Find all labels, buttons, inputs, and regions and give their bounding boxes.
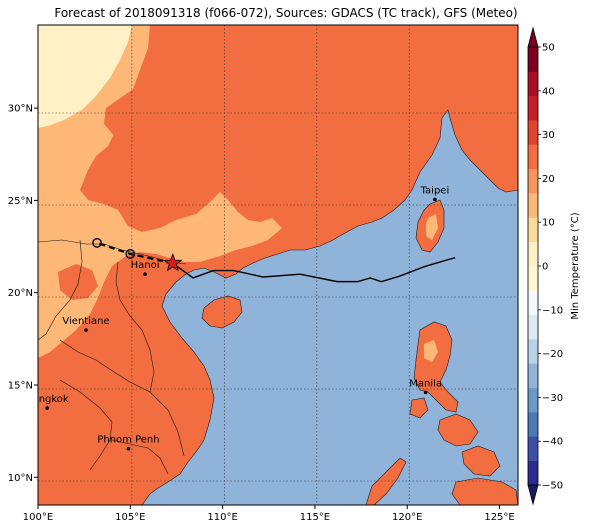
- lat-tick-label: 25°N: [8, 196, 33, 207]
- colorbar-tick-label: 0: [542, 262, 548, 273]
- figure-title: Forecast of 2018091318 (f066-072), Sourc…: [54, 6, 518, 20]
- lon-tick-label: 105°E: [115, 512, 145, 523]
- palawan-island: [365, 457, 407, 505]
- hainan-island: [201, 295, 243, 329]
- colorbar-segment: [528, 71, 538, 97]
- lon-tick-label: 100°E: [23, 512, 53, 523]
- visayas-islands: [437, 413, 479, 447]
- tc-past-track: [172, 256, 456, 283]
- colorbar-tick-label: 20: [542, 174, 555, 185]
- colorbar-tick-label: −50: [542, 481, 563, 492]
- warm-patch: [100, 288, 134, 318]
- lat-tick-labels: 10°N 15°N 20°N 25°N 30°N: [8, 104, 38, 484]
- colorbar-min-extend: [527, 484, 539, 506]
- city-label: Vientiane: [62, 316, 109, 327]
- map-area: Taipei Hanoi Vientiane Manila Bangkok Phnom P…: [26, 25, 518, 505]
- lat-tick-label: 20°N: [8, 288, 33, 299]
- city-label: Taipei: [420, 185, 450, 196]
- colorbar-segment: [528, 95, 538, 121]
- lon-tick-label: 110°E: [207, 512, 237, 523]
- colorbar-tick-label: 50: [542, 43, 555, 54]
- tc-forecast-track: [96, 241, 174, 265]
- colorbar-tick-label: −40: [542, 437, 563, 448]
- city-dot: [143, 272, 147, 277]
- visayas-islands-2: [461, 445, 501, 477]
- colorbar-segment: [528, 47, 538, 72]
- colorbar: [527, 26, 539, 506]
- city-label: Phnom Penh: [97, 435, 159, 446]
- city-dot: [423, 390, 428, 395]
- city-markers: Taipei Hanoi Vientiane Manila Bangkok Phnom P…: [26, 185, 450, 451]
- mild-temperature-zone: [38, 25, 282, 358]
- city-label: Bangkok: [26, 394, 69, 405]
- gridlines: [38, 25, 518, 505]
- colorbar-segment: [528, 241, 538, 267]
- colorbar-tick-label: 10: [542, 218, 555, 229]
- forecast-point-marker: [92, 237, 102, 248]
- colorbar-segment: [528, 290, 538, 316]
- colorbar-segment: [528, 120, 538, 145]
- lon-tick-label: 115°E: [300, 512, 330, 523]
- colorbar-tick-label: −20: [542, 349, 563, 360]
- city-dot: [126, 446, 131, 451]
- lon-tick-label: 120°E: [392, 512, 422, 523]
- city-dot: [433, 197, 437, 202]
- colorbar-segment: [528, 363, 538, 389]
- colorbar-tick-labels: 50 40 30 20 10 0 −10 −20 −30 −40 −50: [538, 43, 563, 492]
- colorbar-segment: [528, 436, 538, 462]
- colorbar-segment: [528, 314, 538, 340]
- lat-tick-label: 30°N: [8, 104, 33, 115]
- colorbar-segment: [528, 217, 538, 243]
- storm-position-star-icon: [163, 253, 183, 272]
- taiwan-mild: [426, 214, 438, 240]
- colorbar-segment: [528, 193, 538, 218]
- colorbar-tick-label: 40: [542, 86, 555, 97]
- colorbar-tick-label: −10: [542, 305, 563, 316]
- colorbar-tick-label: −30: [542, 393, 563, 404]
- colorbar-tick-label: 30: [542, 130, 555, 141]
- city-dot: [84, 328, 88, 332]
- colorbar-segment: [528, 387, 538, 413]
- map-frame: [37, 24, 519, 506]
- forecast-points: [92, 237, 136, 259]
- colorbar-segment: [528, 168, 538, 194]
- colorbar-segment: [528, 460, 538, 486]
- forecast-point-marker: [125, 249, 136, 259]
- colorbar-segment: [528, 339, 538, 364]
- colorbar-segment: [528, 144, 538, 170]
- lat-tick-label: 10°N: [8, 473, 33, 484]
- colorbar-segment: [528, 412, 538, 437]
- lon-tick-labels: 100°E 105°E 110°E 115°E 120°E 125°E: [23, 505, 515, 523]
- mindanao-island: [451, 477, 518, 505]
- luzon-mild: [424, 340, 438, 362]
- mindoro-island: [409, 397, 429, 419]
- colorbar-label: Min Temperature (°C): [570, 212, 581, 319]
- city-label: Manila: [409, 378, 442, 389]
- city-dot: [45, 406, 50, 410]
- cool-temperature-zone: [38, 25, 132, 128]
- warm-patch: [58, 264, 98, 300]
- city-label: Hanoi: [131, 260, 160, 271]
- lat-tick-label: 15°N: [8, 381, 33, 392]
- colorbar-segment: [528, 266, 538, 291]
- colorbar-max-extend: [527, 26, 539, 48]
- lon-tick-label: 125°E: [484, 512, 514, 523]
